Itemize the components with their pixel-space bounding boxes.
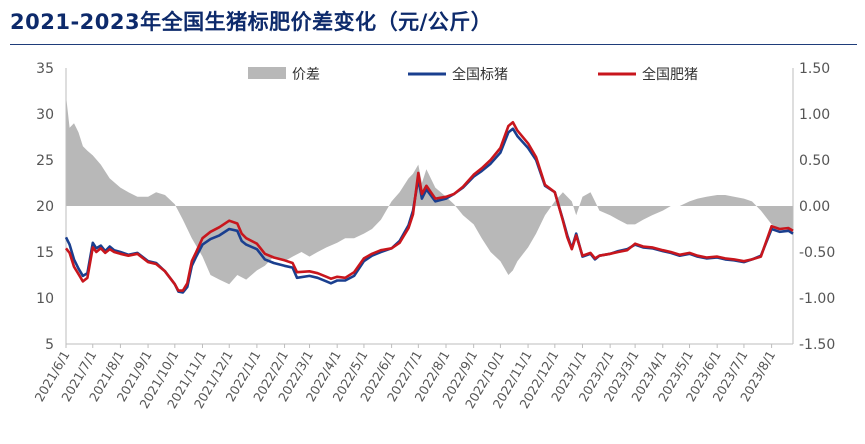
axis-layer: 5 10 15 20 25 30 35 1.50 1.00 0.50 0.00 -0.50 -1.00 -… xyxy=(32,61,836,411)
legend-label: 全国标猪 xyxy=(452,66,508,83)
y-right-tick-label: 0.00 xyxy=(799,199,830,215)
legend-label: 价差 xyxy=(292,67,320,83)
legend-swatch-spread xyxy=(248,67,286,79)
y-right-tick-label: 0.50 xyxy=(799,153,830,169)
y-left-tick-label: 20 xyxy=(36,199,54,215)
y-right-tick-label: -1.00 xyxy=(799,291,835,307)
price-line-layer xyxy=(64,121,794,294)
y-left-tick-label: 15 xyxy=(36,245,54,261)
y-right-tick-label: 1.50 xyxy=(799,61,830,77)
y-right-tick-label: 1.00 xyxy=(799,107,830,123)
legend-label: 全国肥猪 xyxy=(642,66,698,83)
y-left-tick-label: 30 xyxy=(36,107,54,123)
y-left-tick-label: 5 xyxy=(45,337,54,353)
series-line-fat-pig xyxy=(64,121,794,292)
chart-title: 2021-2023年全国生猪标肥价差变化（元/公斤） xyxy=(10,10,493,34)
legend: 价差 全国标猪 全国肥猪 xyxy=(248,66,698,83)
y-left-tick-label: 25 xyxy=(36,153,54,169)
y-left-tick-label: 35 xyxy=(36,61,54,77)
y-right-tick-label: -0.50 xyxy=(799,245,835,261)
y-right-tick-label: -1.50 xyxy=(799,337,835,353)
series-line-standard-pig xyxy=(64,127,794,294)
y-left-tick-label: 10 xyxy=(36,291,54,307)
title-underline xyxy=(10,44,857,45)
